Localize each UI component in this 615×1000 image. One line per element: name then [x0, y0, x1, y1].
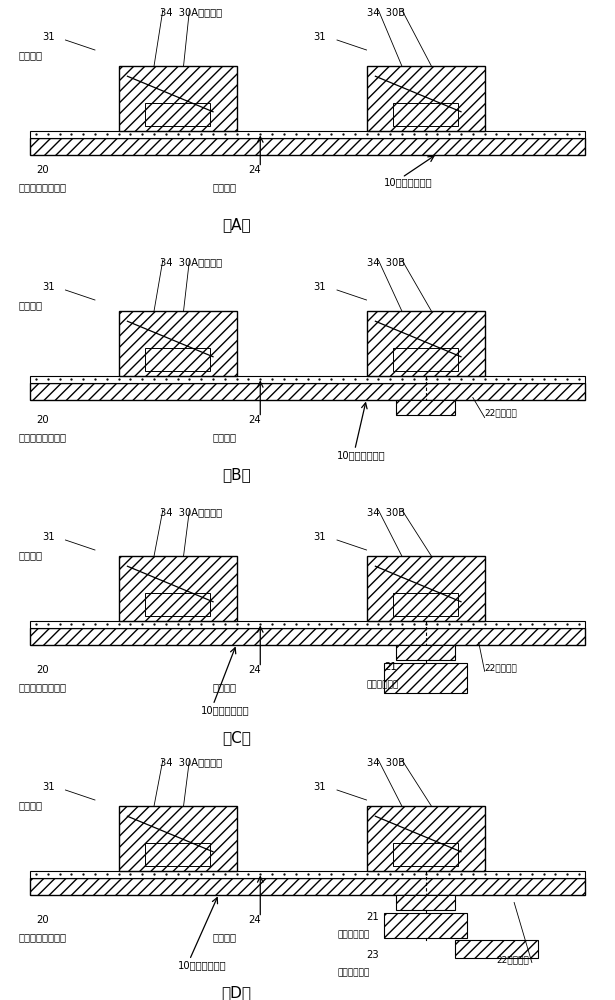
Text: 31: 31 — [314, 782, 326, 792]
Text: （B）: （B） — [222, 468, 251, 483]
Bar — [384, 662, 467, 692]
Bar — [119, 556, 237, 621]
Bar — [30, 131, 585, 137]
Text: （C）: （C） — [222, 730, 251, 745]
Bar — [367, 66, 485, 131]
Bar — [367, 311, 485, 376]
Text: 第一控制单元: 第一控制单元 — [337, 968, 369, 977]
Text: 第一高频信号波导: 第一高频信号波导 — [18, 682, 66, 692]
Bar — [119, 311, 237, 376]
Text: 31: 31 — [42, 532, 55, 542]
Text: 21: 21 — [384, 662, 397, 672]
Bar — [30, 376, 585, 382]
Text: 34  30B: 34 30B — [367, 257, 405, 267]
Text: 22输出单元: 22输出单元 — [496, 956, 529, 964]
Text: 第一高频信号波导: 第一高频信号波导 — [18, 932, 66, 942]
Bar — [145, 348, 210, 371]
Text: 10信号传送装置: 10信号传送装置 — [384, 178, 433, 188]
Text: 21: 21 — [367, 912, 379, 922]
Text: 20: 20 — [36, 915, 49, 925]
Text: 保持元件: 保持元件 — [213, 932, 237, 942]
Text: 第一高频信号波导: 第一高频信号波导 — [18, 182, 66, 192]
Bar — [30, 137, 585, 155]
Bar — [455, 940, 538, 958]
Text: 34  30B: 34 30B — [367, 7, 405, 17]
Bar — [30, 628, 585, 645]
Text: 34  30A电子设备: 34 30A电子设备 — [160, 257, 222, 267]
Bar — [30, 878, 585, 895]
Text: 通信工凷: 通信工凷 — [18, 50, 42, 60]
Text: 第一通信装置: 第一通信装置 — [367, 680, 399, 690]
Text: 23: 23 — [367, 950, 379, 960]
Text: 24: 24 — [248, 165, 261, 175]
Text: 通信工凷: 通信工凷 — [18, 300, 42, 310]
Text: 24: 24 — [248, 665, 261, 675]
Bar — [367, 556, 485, 621]
Text: 通信工凷: 通信工凷 — [18, 550, 42, 560]
Text: （A）: （A） — [223, 218, 251, 232]
Text: 22输出单元: 22输出单元 — [485, 408, 517, 417]
Text: 保持元件: 保持元件 — [213, 682, 237, 692]
Text: 31: 31 — [42, 782, 55, 792]
Bar — [119, 806, 237, 871]
Bar — [119, 66, 237, 131]
Text: 保持元件: 保持元件 — [213, 182, 237, 192]
Text: 第一高频信号波导: 第一高频信号波导 — [18, 432, 66, 442]
Bar — [384, 912, 467, 938]
Bar — [30, 871, 585, 878]
Bar — [396, 645, 455, 660]
Text: 34  30A电子设备: 34 30A电子设备 — [160, 508, 222, 518]
Text: 10信号传送装置: 10信号传送装置 — [201, 705, 250, 715]
Bar — [145, 593, 210, 616]
Bar — [30, 382, 585, 400]
Text: 22输出单元: 22输出单元 — [485, 663, 517, 672]
Bar — [367, 806, 485, 871]
Text: 34  30A电子设备: 34 30A电子设备 — [160, 758, 222, 768]
Text: 第一通信装置: 第一通信装置 — [337, 930, 369, 940]
Text: （D）: （D） — [221, 985, 252, 1000]
Bar — [145, 103, 210, 126]
Text: 通信工凷: 通信工凷 — [18, 800, 42, 810]
Bar — [393, 843, 458, 866]
Text: 24: 24 — [248, 915, 261, 925]
Bar — [393, 103, 458, 126]
Text: 20: 20 — [36, 165, 49, 175]
Bar — [396, 400, 455, 415]
Text: 31: 31 — [314, 32, 326, 42]
Text: 31: 31 — [42, 282, 55, 292]
Text: 34  30A电子设备: 34 30A电子设备 — [160, 7, 222, 17]
Text: 10信号传送装置: 10信号传送装置 — [337, 450, 386, 460]
Text: 20: 20 — [36, 665, 49, 675]
Text: 31: 31 — [314, 282, 326, 292]
Text: 24: 24 — [248, 415, 261, 425]
Bar — [393, 593, 458, 616]
Bar — [145, 843, 210, 866]
Text: 34  30B: 34 30B — [367, 758, 405, 768]
Text: 20: 20 — [36, 415, 49, 425]
Text: 31: 31 — [42, 32, 55, 42]
Text: 10信号传送装置: 10信号传送装置 — [178, 960, 226, 970]
Bar — [30, 621, 585, 628]
Bar — [393, 348, 458, 371]
Bar — [396, 895, 455, 910]
Text: 保持元件: 保持元件 — [213, 432, 237, 442]
Text: 34  30B: 34 30B — [367, 508, 405, 518]
Text: 31: 31 — [314, 532, 326, 542]
